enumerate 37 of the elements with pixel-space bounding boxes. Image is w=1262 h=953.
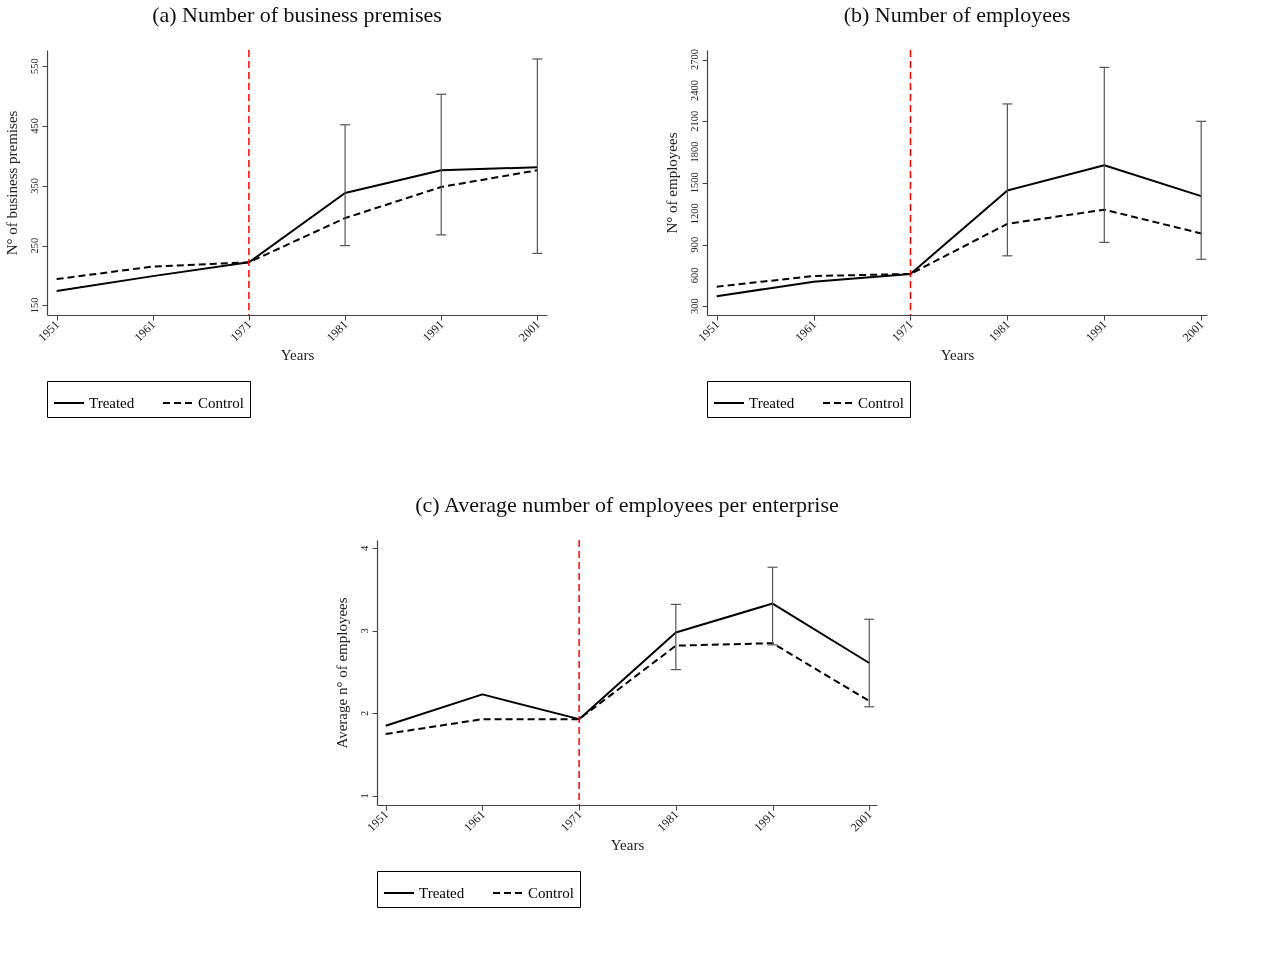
x-tick-label: 1981: [654, 807, 682, 835]
legend-label: Control: [528, 885, 574, 901]
y-tick-label: 1800: [689, 141, 700, 163]
legend-label: Treated: [749, 395, 795, 411]
y-axis-title: Average n° of employees: [334, 597, 350, 749]
y-tick-label: 2100: [689, 110, 700, 132]
y-tick-label: 450: [29, 118, 40, 134]
y-axis-title: N° of business premises: [4, 110, 20, 256]
y-tick-label: 350: [29, 177, 40, 194]
y-tick-label: 250: [29, 237, 40, 254]
chart-title: (a) Number of business premises: [152, 2, 442, 28]
x-axis-title: Years: [610, 836, 645, 853]
y-axis-title: N° of employees: [664, 132, 680, 234]
y-tick-label: 1200: [689, 203, 700, 225]
y-tick-label: 2700: [689, 49, 700, 71]
x-tick-label: 1961: [131, 317, 159, 345]
y-tick-label: 900: [689, 236, 700, 253]
y-tick-label: 550: [29, 58, 40, 75]
y-tick-label: 600: [689, 267, 700, 284]
y-tick-label: 3: [359, 628, 370, 634]
y-tick-label: 1500: [689, 172, 700, 194]
y-tick-label: 4: [359, 544, 370, 551]
y-tick-label: 2400: [689, 79, 700, 101]
y-tick-label: 1: [359, 793, 370, 799]
legend-label: Treated: [419, 885, 465, 901]
y-tick-label: 2: [359, 710, 370, 716]
legend-label: Control: [858, 395, 904, 411]
chart-title: (c) Average number of employees per enterprise: [415, 492, 839, 518]
y-tick-label: 300: [689, 298, 700, 315]
legend-label: Treated: [89, 395, 135, 411]
legend-label: Control: [198, 395, 244, 411]
x-tick-label: 1971: [227, 317, 255, 345]
line-series: [715, 164, 1203, 298]
x-axis-title: Years: [940, 346, 975, 363]
x-axis-title: Years: [280, 346, 315, 363]
y-tick-label: 150: [29, 297, 40, 314]
chart-title: (b) Number of employees: [843, 2, 1071, 28]
